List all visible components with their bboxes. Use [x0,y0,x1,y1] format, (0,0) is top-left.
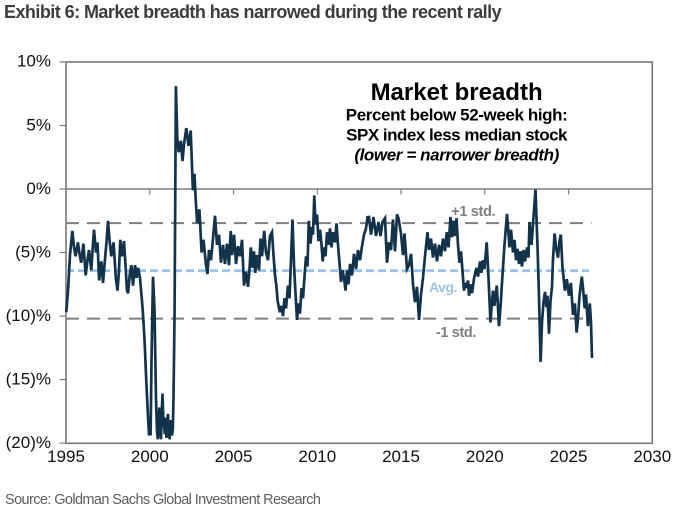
svg-text:(lower = narrower breadth): (lower = narrower breadth) [354,146,559,165]
svg-text:(15)%: (15)% [6,369,51,388]
svg-text:2005: 2005 [215,447,253,466]
svg-text:(5)%: (5)% [15,242,51,261]
svg-text:0%: 0% [26,179,51,198]
svg-text:1995: 1995 [47,447,85,466]
svg-text:2000: 2000 [131,447,169,466]
svg-text:Market breadth: Market breadth [371,79,543,106]
svg-text:(20)%: (20)% [6,433,51,452]
svg-text:Percent below 52-week high:: Percent below 52-week high: [346,106,568,125]
svg-text:SPX index less median stock: SPX index less median stock [346,126,568,145]
svg-text:+1 std.: +1 std. [451,204,495,220]
svg-text:10%: 10% [17,52,51,71]
svg-text:Avg.: Avg. [429,279,457,295]
svg-text:-1 std.: -1 std. [436,325,477,341]
svg-text:2030: 2030 [633,447,671,466]
svg-text:2010: 2010 [298,447,336,466]
svg-text:2025: 2025 [550,447,588,466]
svg-text:5%: 5% [26,115,51,134]
svg-text:2015: 2015 [382,447,420,466]
svg-text:2020: 2020 [466,447,504,466]
svg-text:(10)%: (10)% [6,306,51,325]
